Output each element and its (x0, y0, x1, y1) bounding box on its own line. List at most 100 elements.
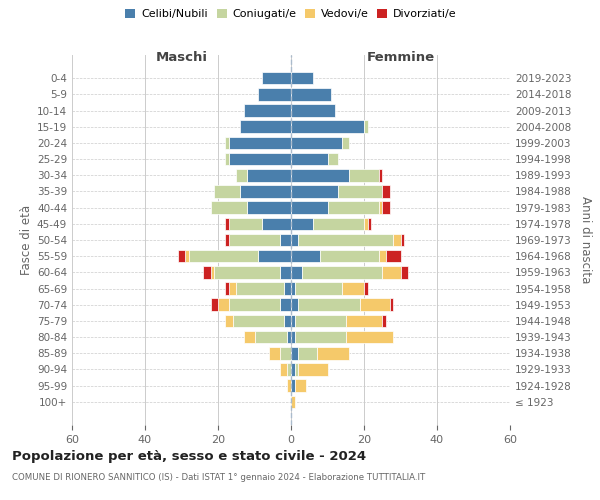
Bar (320, 250, 379, 262)
Bar (284, 282, 291, 295)
Bar (214, 185, 240, 198)
Bar (291, 266, 302, 278)
Bar (379, 202, 382, 214)
Bar (295, 314, 346, 327)
Y-axis label: Fasce di età: Fasce di età (20, 205, 33, 275)
Bar (280, 347, 291, 360)
Bar (364, 120, 368, 133)
Bar (229, 218, 262, 230)
Bar (386, 250, 401, 262)
Bar (291, 185, 338, 198)
Bar (287, 363, 291, 376)
Bar (247, 202, 291, 214)
Bar (291, 331, 295, 344)
Bar (298, 298, 361, 311)
Bar (291, 218, 313, 230)
Bar (295, 331, 346, 344)
Bar (291, 314, 295, 327)
Bar (302, 266, 382, 278)
Bar (317, 347, 349, 360)
Bar (379, 250, 386, 262)
Bar (291, 250, 320, 262)
Bar (401, 234, 404, 246)
Y-axis label: Anni di nascita: Anni di nascita (578, 196, 592, 284)
Text: Femmine: Femmine (367, 52, 434, 64)
Bar (226, 136, 229, 149)
Bar (291, 363, 295, 376)
Bar (226, 218, 229, 230)
Bar (291, 88, 331, 101)
Bar (368, 218, 371, 230)
Bar (203, 266, 211, 278)
Bar (244, 331, 254, 344)
Bar (298, 234, 393, 246)
Bar (211, 202, 247, 214)
Bar (226, 282, 229, 295)
Bar (262, 72, 291, 85)
Bar (280, 234, 291, 246)
Bar (258, 250, 291, 262)
Legend: Celibi/Nubili, Coniugati/e, Vedovi/e, Divorziati/e: Celibi/Nubili, Coniugati/e, Vedovi/e, Di… (125, 9, 457, 19)
Bar (211, 298, 218, 311)
Bar (229, 153, 291, 166)
Bar (298, 363, 328, 376)
Bar (328, 202, 379, 214)
Bar (401, 266, 408, 278)
Bar (284, 314, 291, 327)
Bar (346, 314, 382, 327)
Bar (291, 72, 313, 85)
Bar (342, 282, 364, 295)
Text: COMUNE DI RIONERO SANNITICO (IS) - Dati ISTAT 1° gennaio 2024 - Elaborazione TUT: COMUNE DI RIONERO SANNITICO (IS) - Dati … (12, 472, 425, 482)
Bar (295, 363, 298, 376)
Bar (189, 250, 258, 262)
Bar (393, 234, 401, 246)
Bar (338, 185, 382, 198)
Bar (313, 218, 364, 230)
Bar (240, 120, 291, 133)
Bar (280, 363, 287, 376)
Bar (364, 282, 368, 295)
Bar (280, 266, 291, 278)
Bar (291, 153, 328, 166)
Text: Maschi: Maschi (155, 52, 208, 64)
Bar (280, 298, 291, 311)
Bar (342, 136, 349, 149)
Bar (291, 282, 295, 295)
Bar (295, 380, 305, 392)
Bar (258, 88, 291, 101)
Bar (254, 331, 287, 344)
Bar (382, 314, 386, 327)
Text: Popolazione per età, sesso e stato civile - 2024: Popolazione per età, sesso e stato civil… (12, 450, 366, 463)
Bar (382, 185, 389, 198)
Bar (328, 153, 338, 166)
Bar (291, 396, 295, 408)
Bar (291, 136, 342, 149)
Bar (287, 331, 291, 344)
Bar (291, 380, 295, 392)
Bar (226, 153, 229, 166)
Bar (287, 380, 291, 392)
Bar (240, 185, 291, 198)
Bar (349, 169, 379, 181)
Bar (269, 347, 280, 360)
Bar (298, 347, 317, 360)
Bar (229, 298, 280, 311)
Bar (291, 104, 335, 117)
Bar (291, 234, 298, 246)
Bar (236, 169, 247, 181)
Bar (346, 331, 393, 344)
Bar (291, 202, 328, 214)
Bar (379, 169, 382, 181)
Bar (218, 298, 229, 311)
Bar (361, 298, 389, 311)
Bar (382, 202, 389, 214)
Bar (185, 250, 189, 262)
Bar (178, 250, 185, 262)
Bar (291, 298, 298, 311)
Bar (291, 120, 364, 133)
Bar (291, 347, 298, 360)
Bar (247, 169, 291, 181)
Bar (229, 234, 280, 246)
Bar (295, 282, 342, 295)
Bar (244, 104, 291, 117)
